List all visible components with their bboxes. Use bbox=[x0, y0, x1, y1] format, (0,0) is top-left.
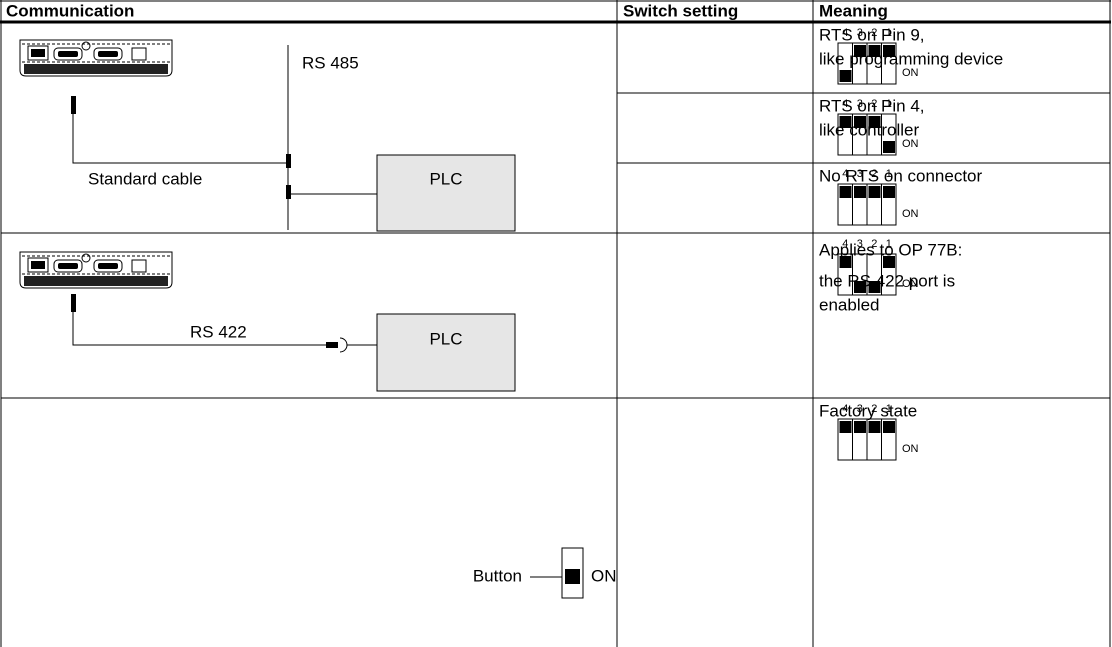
switch-number: 3 bbox=[857, 238, 863, 250]
switch-number: 1 bbox=[886, 403, 892, 415]
switch-lever bbox=[868, 281, 881, 293]
switch-number: 4 bbox=[842, 27, 848, 39]
switch-number: 3 bbox=[857, 98, 863, 110]
switch-on: ON bbox=[902, 138, 919, 150]
switch-lever bbox=[868, 186, 881, 198]
bus-label: RS 485 bbox=[302, 53, 359, 72]
switch-number: 1 bbox=[886, 238, 892, 250]
switch-number: 4 bbox=[842, 403, 848, 415]
switch-number: 3 bbox=[857, 168, 863, 180]
switch-lever bbox=[883, 256, 895, 268]
switch-lever bbox=[839, 186, 852, 198]
rs422-diagram: RS 422 PLC bbox=[19, 251, 516, 392]
switch-lever bbox=[839, 70, 852, 82]
switch-lever bbox=[868, 116, 881, 128]
meaning-line: Factory state bbox=[819, 401, 917, 420]
switch-number: 3 bbox=[857, 403, 863, 415]
switch-number: 1 bbox=[886, 98, 892, 110]
switch-number: 2 bbox=[871, 27, 877, 39]
rs485-diagram: RS 485 Standard cable PLC bbox=[19, 39, 516, 232]
switch-number: 3 bbox=[857, 27, 863, 39]
switch-number: 4 bbox=[842, 168, 848, 180]
switch-lever bbox=[868, 421, 881, 433]
button-label: Button bbox=[473, 566, 522, 585]
meaning-line: Applies to OP 77B: bbox=[819, 240, 962, 259]
header-cell: Switch setting bbox=[623, 1, 738, 20]
cable-label: Standard cable bbox=[88, 169, 202, 188]
switch-lever bbox=[883, 421, 895, 433]
meaning-line: enabled bbox=[819, 295, 880, 314]
meaning-line: No RTS on connector bbox=[819, 166, 982, 185]
switch-number: 2 bbox=[871, 238, 877, 250]
switch-lever bbox=[868, 45, 881, 57]
switch-on: ON bbox=[902, 208, 919, 220]
cable-label: RS 422 bbox=[190, 322, 247, 341]
switch-on: ON bbox=[902, 278, 919, 290]
switch-lever bbox=[883, 186, 895, 198]
switch-lever bbox=[854, 186, 866, 198]
button-diagram: Button ON bbox=[473, 547, 617, 599]
meaning-line: like controller bbox=[819, 120, 919, 139]
switch-number: 1 bbox=[886, 27, 892, 39]
switch-lever bbox=[839, 256, 852, 268]
switch-number: 2 bbox=[871, 168, 877, 180]
switch-lever bbox=[854, 281, 866, 293]
meaning-line: RTS on Pin 9, bbox=[819, 25, 925, 44]
switch-lever bbox=[854, 116, 866, 128]
switch-lever bbox=[839, 421, 852, 433]
switch-lever bbox=[839, 116, 852, 128]
switch-on: ON bbox=[902, 443, 919, 455]
switch-lever bbox=[883, 141, 895, 153]
switch-number: 4 bbox=[842, 238, 848, 250]
switch-number: 4 bbox=[842, 98, 848, 110]
switch-number: 2 bbox=[871, 403, 877, 415]
meaning-line: RTS on Pin 4, bbox=[819, 96, 925, 115]
switch-number: 1 bbox=[886, 168, 892, 180]
button-on: ON bbox=[591, 566, 617, 585]
plc-label: PLC bbox=[429, 329, 462, 348]
meaning-line: the RS 422 port is bbox=[819, 271, 955, 290]
switch-lever bbox=[883, 45, 895, 57]
switch-lever bbox=[854, 45, 866, 57]
switch-lever bbox=[854, 421, 866, 433]
meaning-line: like programming device bbox=[819, 49, 1003, 68]
header-cell: Meaning bbox=[819, 1, 888, 20]
switch-number: 2 bbox=[871, 98, 877, 110]
plc-label: PLC bbox=[429, 169, 462, 188]
switch-on: ON bbox=[902, 67, 919, 79]
header-cell: Communication bbox=[6, 1, 134, 20]
